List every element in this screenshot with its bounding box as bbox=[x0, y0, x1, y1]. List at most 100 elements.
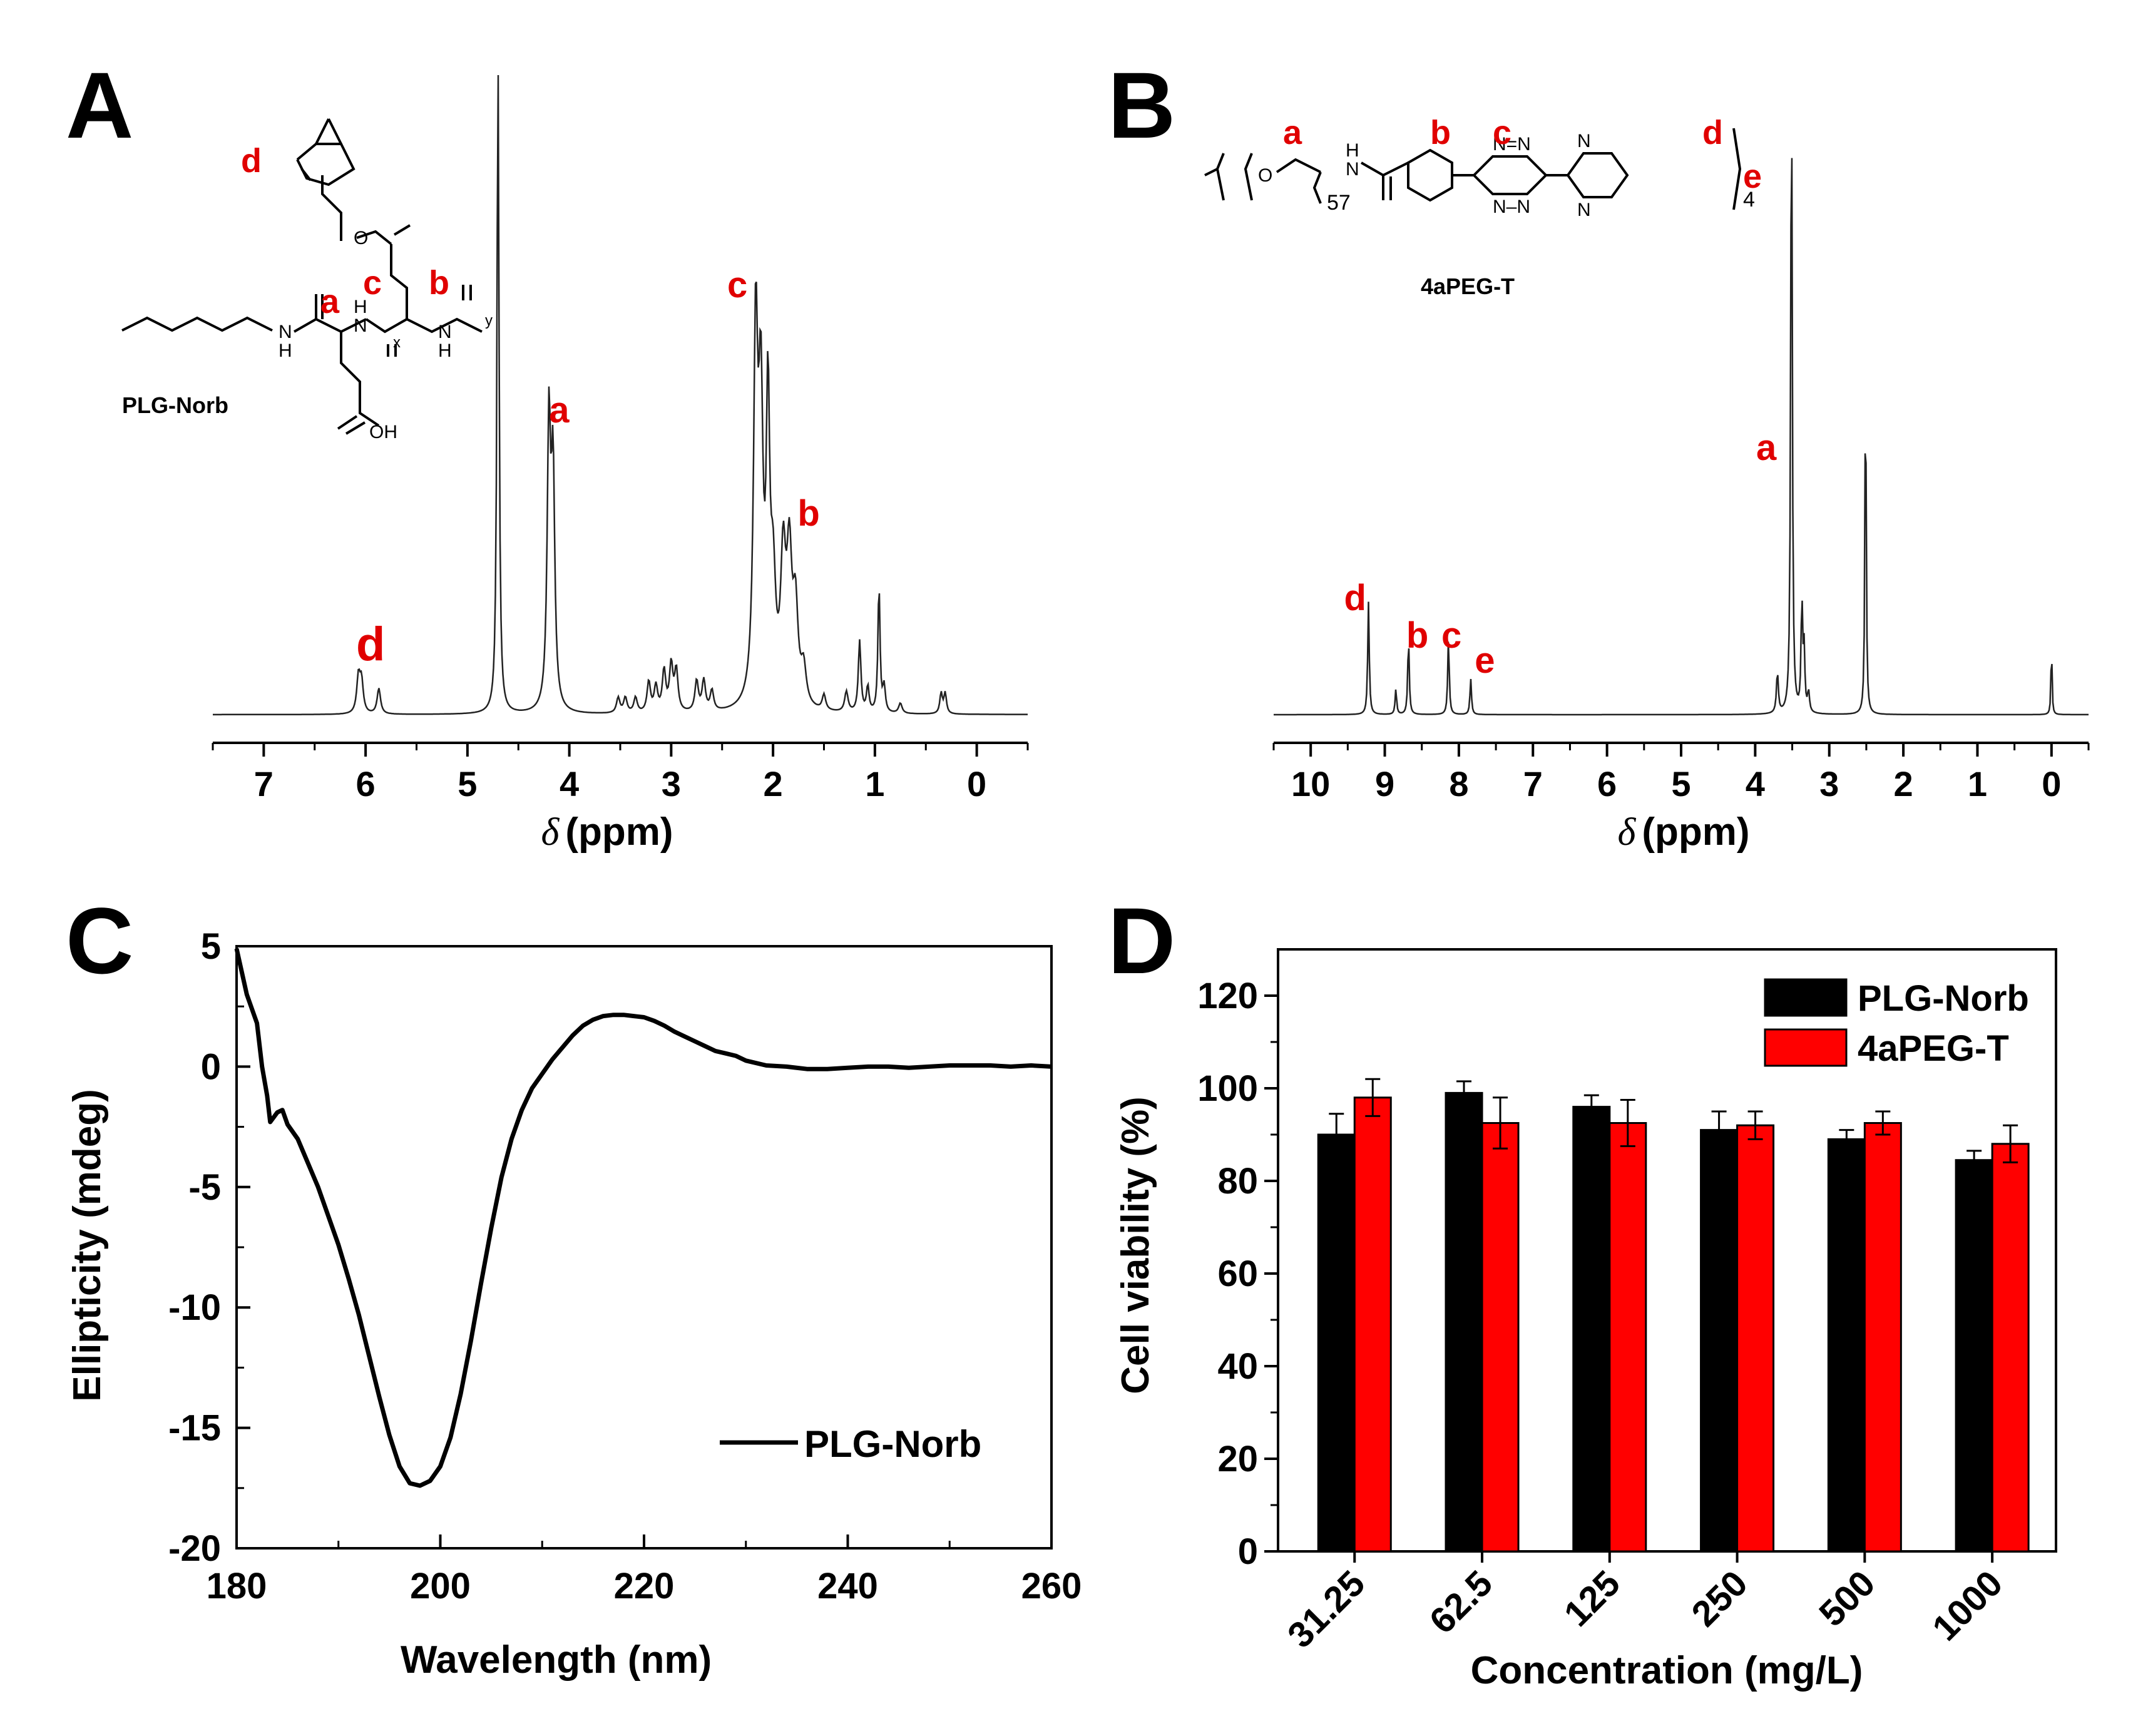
amide-to-phenyl bbox=[1383, 161, 1409, 176]
nmr-b-spectrum bbox=[1274, 158, 2089, 716]
cd-y-tick-label: -15 bbox=[168, 1408, 221, 1449]
nmr-b-x-axis: 10 9 8 7 6 5 4 3 2 1 0 bbox=[1272, 742, 2090, 804]
cd-legend-label: PLG-Norb bbox=[804, 1423, 981, 1465]
nmr-b-tick-label: 9 bbox=[1375, 764, 1394, 804]
apeg-t-atoms: O H N 57 4 N=N N–N N N bbox=[1258, 131, 1755, 220]
struct-label-b: b bbox=[429, 264, 449, 302]
atom-n-3: N bbox=[438, 322, 452, 342]
bar-plg-norb-250 bbox=[1700, 1129, 1739, 1553]
atom-o: O bbox=[1258, 165, 1272, 186]
nmr-b-tick-label: 1 bbox=[1968, 764, 1987, 804]
struct-label-d: d bbox=[1702, 114, 1723, 151]
subscript-x: x bbox=[393, 334, 401, 351]
nmr-b-tick-label: 4 bbox=[1746, 764, 1765, 804]
paren-left bbox=[1244, 153, 1253, 201]
panel-b: B 10 9 8 7 6 5 4 3 2 1 0 δ (ppm) db cea O H N 57 bbox=[1108, 53, 2090, 854]
benzene-ring bbox=[1407, 148, 1453, 202]
plg-norb-compound-name: PLG-Norb bbox=[122, 392, 228, 418]
cd-x-tick-label: 260 bbox=[1021, 1566, 1082, 1606]
nmr-a-tick-label: 4 bbox=[560, 764, 579, 804]
nmr-b-peak-label-b: b bbox=[1406, 615, 1428, 656]
side-chain-acid bbox=[340, 332, 380, 427]
backbone-2 bbox=[365, 317, 483, 334]
panel-d-letter: D bbox=[1108, 888, 1175, 993]
side-chain-ester bbox=[390, 244, 408, 319]
bar-y-tick-label: 120 bbox=[1197, 976, 1258, 1016]
struct-label-d: d bbox=[241, 142, 262, 180]
pyrimidine-ring bbox=[1566, 152, 1629, 198]
nmr-a-tick-label: 7 bbox=[254, 764, 274, 804]
nmr-a-peak-label-d: d bbox=[356, 618, 385, 671]
core-bond bbox=[1204, 168, 1218, 176]
nmr-b-tick-label: 7 bbox=[1523, 764, 1543, 804]
nmr-a-peak-annotations: d a c b bbox=[356, 265, 820, 671]
peg-unit bbox=[1276, 158, 1321, 173]
nmr-b-tick-label: 3 bbox=[1819, 764, 1839, 804]
struct-label-c: c bbox=[1493, 114, 1511, 151]
bar-apeg-t-31.25 bbox=[1353, 1096, 1392, 1553]
arm-count: 4 bbox=[1743, 188, 1755, 212]
cd-y-tick-label: 0 bbox=[201, 1046, 221, 1087]
nmr-a-spectrum bbox=[213, 74, 1028, 716]
bar-y-tick-label: 60 bbox=[1217, 1253, 1258, 1294]
hexyl-chain bbox=[121, 316, 273, 332]
nmr-b-peak-label-a: a bbox=[1756, 427, 1777, 468]
nmr-b-peak-label-d: d bbox=[1344, 578, 1366, 618]
struct-label-a: a bbox=[320, 283, 340, 320]
bar-plg-norb-1000 bbox=[1955, 1159, 1993, 1553]
nmr-b-peak-label-e: e bbox=[1475, 640, 1495, 681]
cd-y-tick-label: -20 bbox=[168, 1528, 221, 1569]
bar-y-tick-label: 80 bbox=[1217, 1161, 1258, 1202]
ester-carbonyl bbox=[393, 224, 411, 236]
acid-carbonyl-2 bbox=[345, 421, 366, 435]
cd-line-plg-norb bbox=[234, 948, 1052, 1488]
norbornene-double-bond bbox=[300, 168, 312, 181]
cd-y-tick-label: -10 bbox=[168, 1287, 221, 1328]
subscript-y: y bbox=[485, 312, 493, 329]
apeg-t-structure bbox=[1204, 128, 1742, 210]
nmr-a-tick-label: 5 bbox=[458, 764, 477, 804]
bar-apeg-t-1000 bbox=[1991, 1143, 2030, 1553]
atom-n-2: N bbox=[354, 315, 367, 336]
nmr-b-tick-label: 2 bbox=[1894, 764, 1913, 804]
cd-x-tick-label: 240 bbox=[817, 1566, 878, 1606]
peg-repeat-number: 57 bbox=[1327, 191, 1351, 215]
norbornene-link bbox=[321, 175, 342, 241]
nmr-b-tick-label: 6 bbox=[1597, 764, 1617, 804]
atom-n: N bbox=[1346, 159, 1359, 180]
struct-label-c: c bbox=[363, 264, 382, 302]
apeg-t-struct-labels: a b c d e bbox=[1283, 114, 1762, 195]
bar-y-tick-label: 40 bbox=[1217, 1346, 1258, 1387]
nmr-a-tick-label: 3 bbox=[662, 764, 681, 804]
panel-b-letter: B bbox=[1108, 53, 1175, 158]
nmr-b-trace-line bbox=[1274, 158, 2089, 716]
atom-h-3: H bbox=[438, 340, 452, 361]
cd-x-tick-label: 180 bbox=[207, 1566, 267, 1606]
struct-label-b: b bbox=[1430, 114, 1451, 151]
atom-oh: OH bbox=[369, 422, 397, 442]
plg-norb-struct-labels: a b c d bbox=[241, 142, 449, 320]
bar-apeg-t-125 bbox=[1609, 1122, 1647, 1553]
nmr-b-tick-label: 0 bbox=[2042, 764, 2061, 804]
legend-label-plg-norb: PLG-Norb bbox=[1858, 978, 2029, 1019]
nmr-b-tick-label: 5 bbox=[1671, 764, 1690, 804]
atom-h-1: H bbox=[279, 340, 292, 361]
nmr-a-peak-label-b: b bbox=[797, 493, 819, 534]
atom-h: H bbox=[1346, 140, 1359, 161]
cd-y-label: Ellipticity (mdeg) bbox=[66, 1089, 109, 1401]
nmr-b-tick-label: 10 bbox=[1291, 764, 1330, 804]
cd-axes: 180 200 220 240 260 5 0 -5 -10 -15 -20 bbox=[168, 926, 1082, 1606]
nmr-b-x-label-unit: (ppm) bbox=[1642, 810, 1749, 854]
nmr-a-tick-label: 6 bbox=[356, 764, 376, 804]
bar-y-tick-label: 0 bbox=[1238, 1531, 1258, 1572]
bar-y-tick-label: 100 bbox=[1197, 1068, 1258, 1109]
nmr-a-peak-label-a: a bbox=[549, 390, 570, 431]
nmr-b-peak-label-c: c bbox=[1441, 615, 1461, 656]
nmr-a-tick-label: 2 bbox=[764, 764, 783, 804]
bar-apeg-t-62.5 bbox=[1481, 1122, 1520, 1553]
bar-plg-norb-62.5 bbox=[1445, 1091, 1483, 1553]
plg-norb-atoms: N H H N N H OH x y O bbox=[279, 228, 493, 442]
bar-marks bbox=[1317, 1078, 2030, 1553]
